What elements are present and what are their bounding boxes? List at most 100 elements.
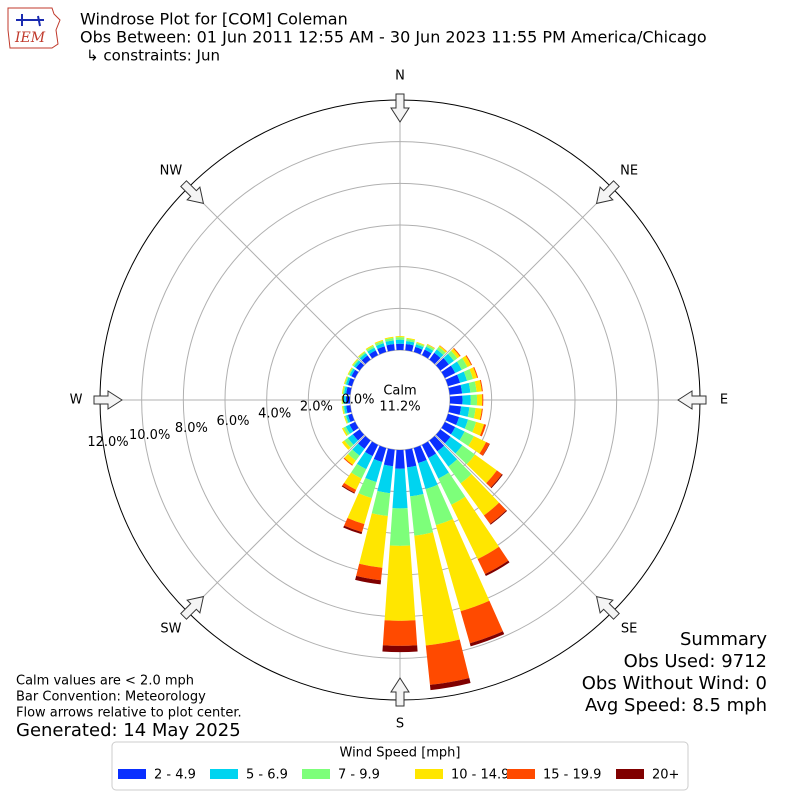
note: Flow arrows relative to plot center. [16, 706, 242, 721]
r-tick-label: 8.0% [175, 421, 208, 436]
bar-segment [424, 346, 434, 354]
grid-spoke [435, 187, 613, 365]
bar-segment [486, 470, 502, 488]
bar-segment [396, 343, 404, 351]
bar-segment [425, 484, 453, 526]
bar-segment [347, 434, 359, 445]
bar-segment [484, 560, 510, 577]
bar-segment [355, 575, 382, 585]
summary-title: Summary [680, 629, 767, 650]
bar-segment [415, 342, 425, 348]
bar-segment [347, 377, 355, 387]
bar-segment [469, 631, 505, 647]
bar-segment [456, 358, 468, 370]
flow-arrow [390, 93, 410, 123]
bar-segment [445, 413, 460, 425]
bar-segment [470, 394, 478, 406]
bar-segment [450, 348, 460, 359]
bar-segment [383, 448, 395, 467]
compass-label: E [720, 393, 728, 408]
chart-title: Windrose Plot for [COM] Coleman [80, 10, 348, 29]
bar-segment [460, 474, 500, 516]
bar-segment [479, 408, 483, 421]
bar-segment [343, 376, 348, 385]
bar-segment [384, 337, 394, 342]
bar-segment [348, 367, 354, 376]
bar-segment [445, 374, 461, 387]
bar-segment [469, 367, 478, 380]
bar-segment [429, 352, 441, 365]
bar-segment [473, 366, 479, 378]
bar-segment [356, 563, 383, 581]
bar-segment [421, 441, 437, 459]
bar-segment [456, 416, 469, 429]
bar-segment [351, 358, 358, 366]
summary-line: Avg Speed: 8.5 mph [585, 695, 767, 716]
bar-segment [351, 463, 367, 479]
r-tick-label: 10.0% [129, 428, 170, 443]
bar-segment [375, 340, 384, 346]
bar-segment [385, 340, 395, 346]
bar-segment [459, 406, 470, 417]
bar-segment [365, 441, 379, 457]
bar-segment [343, 525, 363, 535]
bar-segment [347, 493, 372, 525]
bar-segment [346, 405, 352, 414]
bar-segment [466, 454, 497, 484]
r-tick-label: 6.0% [216, 414, 249, 429]
bar-segment [479, 379, 483, 392]
bar-segment [366, 345, 375, 352]
bar-segment [377, 464, 394, 494]
bar-segment [343, 415, 348, 424]
bar-segment [341, 385, 345, 394]
legend-swatch [210, 769, 238, 779]
calm-value: 11.2% [379, 400, 420, 415]
compass-label: SW [160, 622, 181, 637]
bar-segment [345, 377, 351, 386]
bar-segment [344, 472, 362, 490]
bar-segment [361, 355, 371, 365]
compass-label: W [70, 393, 83, 408]
bar-segment [344, 386, 348, 395]
legend-label: 7 - 9.9 [338, 768, 380, 783]
bar-segment [465, 355, 473, 366]
bar-segment [460, 600, 503, 644]
bar-segment [373, 445, 387, 463]
bar-segment [344, 453, 356, 465]
flow-arrow [595, 595, 620, 620]
bar-segment [343, 457, 353, 466]
flow-arrow [390, 677, 410, 707]
bar-segment [490, 510, 508, 525]
logo: IEM [7, 7, 61, 49]
bar-segment [421, 349, 432, 359]
bar-segment [451, 496, 500, 560]
constraint: ↳ constraints: Jun [86, 47, 220, 65]
bar-segment [448, 459, 472, 484]
bar-segment [441, 421, 456, 435]
bar-segment [414, 532, 460, 646]
legend-swatch [507, 769, 535, 779]
bar-segment [473, 407, 482, 420]
bar-segment [358, 478, 377, 499]
bar-segment [341, 427, 348, 437]
bar-segment [342, 386, 346, 395]
bar-segment [347, 449, 360, 461]
bar-segment [395, 336, 405, 338]
bar-segment [352, 429, 365, 441]
bar-segment [436, 346, 446, 356]
bar-segment [429, 435, 445, 452]
bar-segment [358, 351, 366, 359]
bar-segment [395, 337, 405, 340]
r-tick-label: 4.0% [258, 407, 291, 422]
bar-segment [386, 344, 395, 352]
legend-title: Wind Speed [mph] [340, 746, 461, 761]
legend-label: 20+ [652, 768, 679, 783]
bar-segment [418, 459, 438, 490]
bar-segment [365, 344, 374, 350]
r-tick-label: 0.0% [341, 393, 374, 408]
legend-label: 5 - 6.9 [246, 768, 288, 783]
grid-spoke [187, 435, 365, 613]
logo-text: IEM [14, 30, 46, 46]
compass-label: S [396, 717, 404, 732]
bar-segment [463, 369, 474, 381]
